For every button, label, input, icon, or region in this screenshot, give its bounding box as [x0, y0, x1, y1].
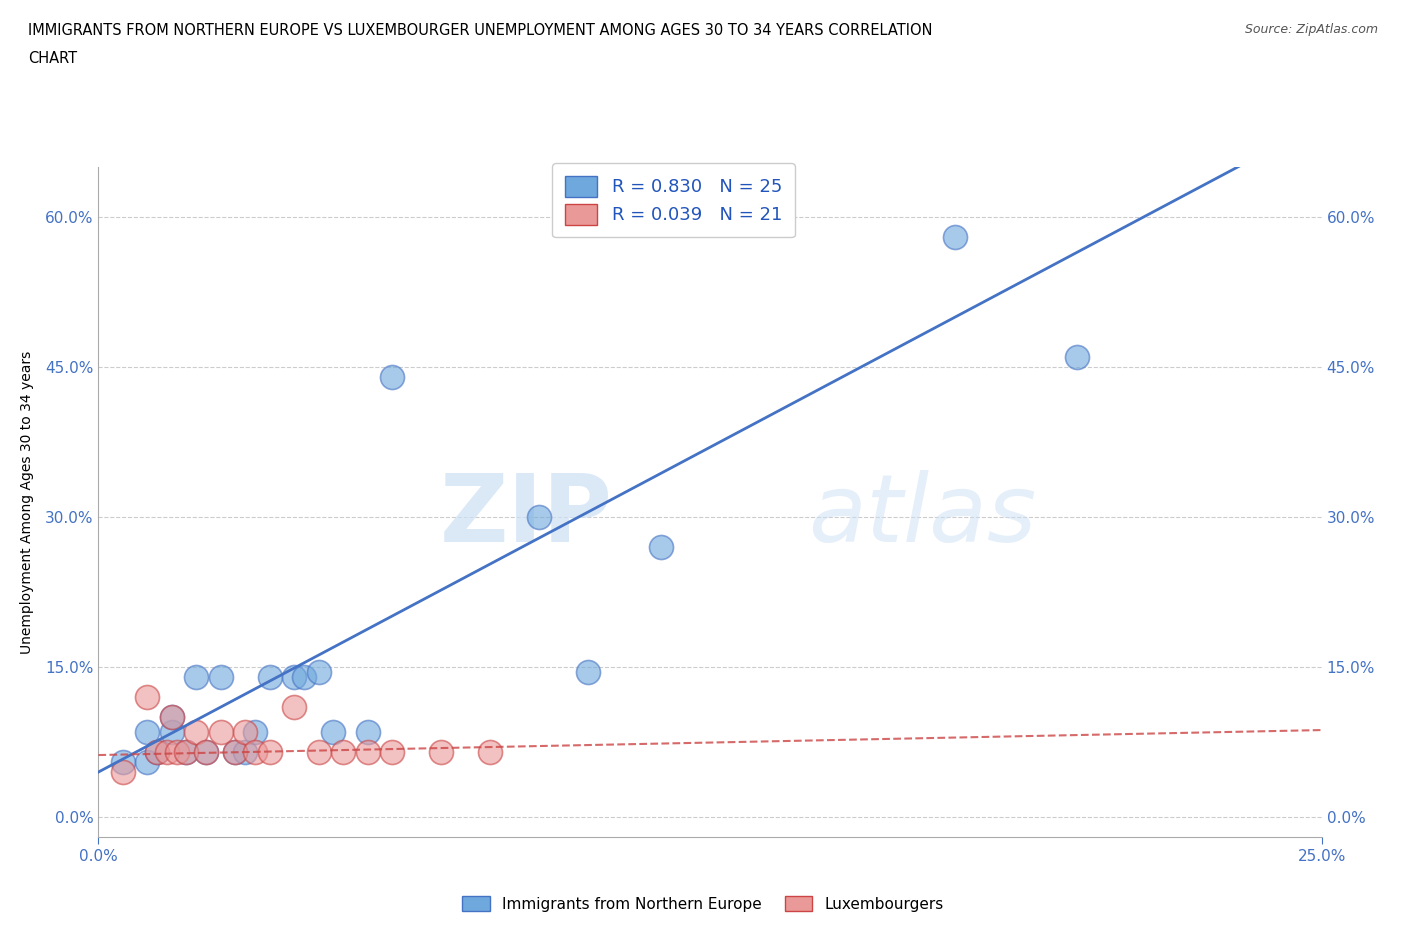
- Point: [259, 670, 281, 684]
- Point: [308, 745, 330, 760]
- Point: [943, 230, 966, 245]
- Text: ZIP: ZIP: [439, 470, 612, 562]
- Point: [478, 745, 501, 760]
- Text: IMMIGRANTS FROM NORTHERN EUROPE VS LUXEMBOURGER UNEMPLOYMENT AMONG AGES 30 TO 34: IMMIGRANTS FROM NORTHERN EUROPE VS LUXEM…: [28, 23, 932, 38]
- Point: [576, 665, 599, 680]
- Legend: R = 0.830   N = 25, R = 0.039   N = 21: R = 0.830 N = 25, R = 0.039 N = 21: [553, 163, 794, 237]
- Text: Source: ZipAtlas.com: Source: ZipAtlas.com: [1244, 23, 1378, 36]
- Point: [176, 745, 198, 760]
- Point: [283, 670, 305, 684]
- Point: [209, 724, 232, 739]
- Point: [356, 745, 378, 760]
- Point: [322, 724, 344, 739]
- Point: [195, 745, 218, 760]
- Point: [186, 724, 208, 739]
- Point: [224, 745, 246, 760]
- Point: [195, 745, 218, 760]
- Point: [160, 710, 183, 724]
- Point: [243, 745, 266, 760]
- Point: [111, 764, 134, 779]
- Y-axis label: Unemployment Among Ages 30 to 34 years: Unemployment Among Ages 30 to 34 years: [20, 351, 34, 654]
- Point: [111, 754, 134, 769]
- Point: [224, 745, 246, 760]
- Text: atlas: atlas: [808, 470, 1036, 561]
- Point: [176, 745, 198, 760]
- Point: [1066, 350, 1088, 365]
- Point: [156, 745, 179, 760]
- Point: [209, 670, 232, 684]
- Point: [308, 665, 330, 680]
- Point: [136, 690, 159, 705]
- Point: [283, 699, 305, 714]
- Point: [166, 745, 188, 760]
- Point: [233, 724, 256, 739]
- Point: [332, 745, 354, 760]
- Point: [259, 745, 281, 760]
- Point: [160, 724, 183, 739]
- Point: [430, 745, 453, 760]
- Point: [146, 745, 169, 760]
- Point: [233, 745, 256, 760]
- Point: [243, 724, 266, 739]
- Point: [381, 370, 404, 385]
- Point: [160, 710, 183, 724]
- Point: [186, 670, 208, 684]
- Point: [650, 539, 672, 554]
- Legend: Immigrants from Northern Europe, Luxembourgers: Immigrants from Northern Europe, Luxembo…: [456, 889, 950, 918]
- Point: [292, 670, 315, 684]
- Point: [136, 754, 159, 769]
- Point: [146, 745, 169, 760]
- Text: CHART: CHART: [28, 51, 77, 66]
- Point: [136, 724, 159, 739]
- Point: [381, 745, 404, 760]
- Point: [356, 724, 378, 739]
- Point: [527, 510, 550, 525]
